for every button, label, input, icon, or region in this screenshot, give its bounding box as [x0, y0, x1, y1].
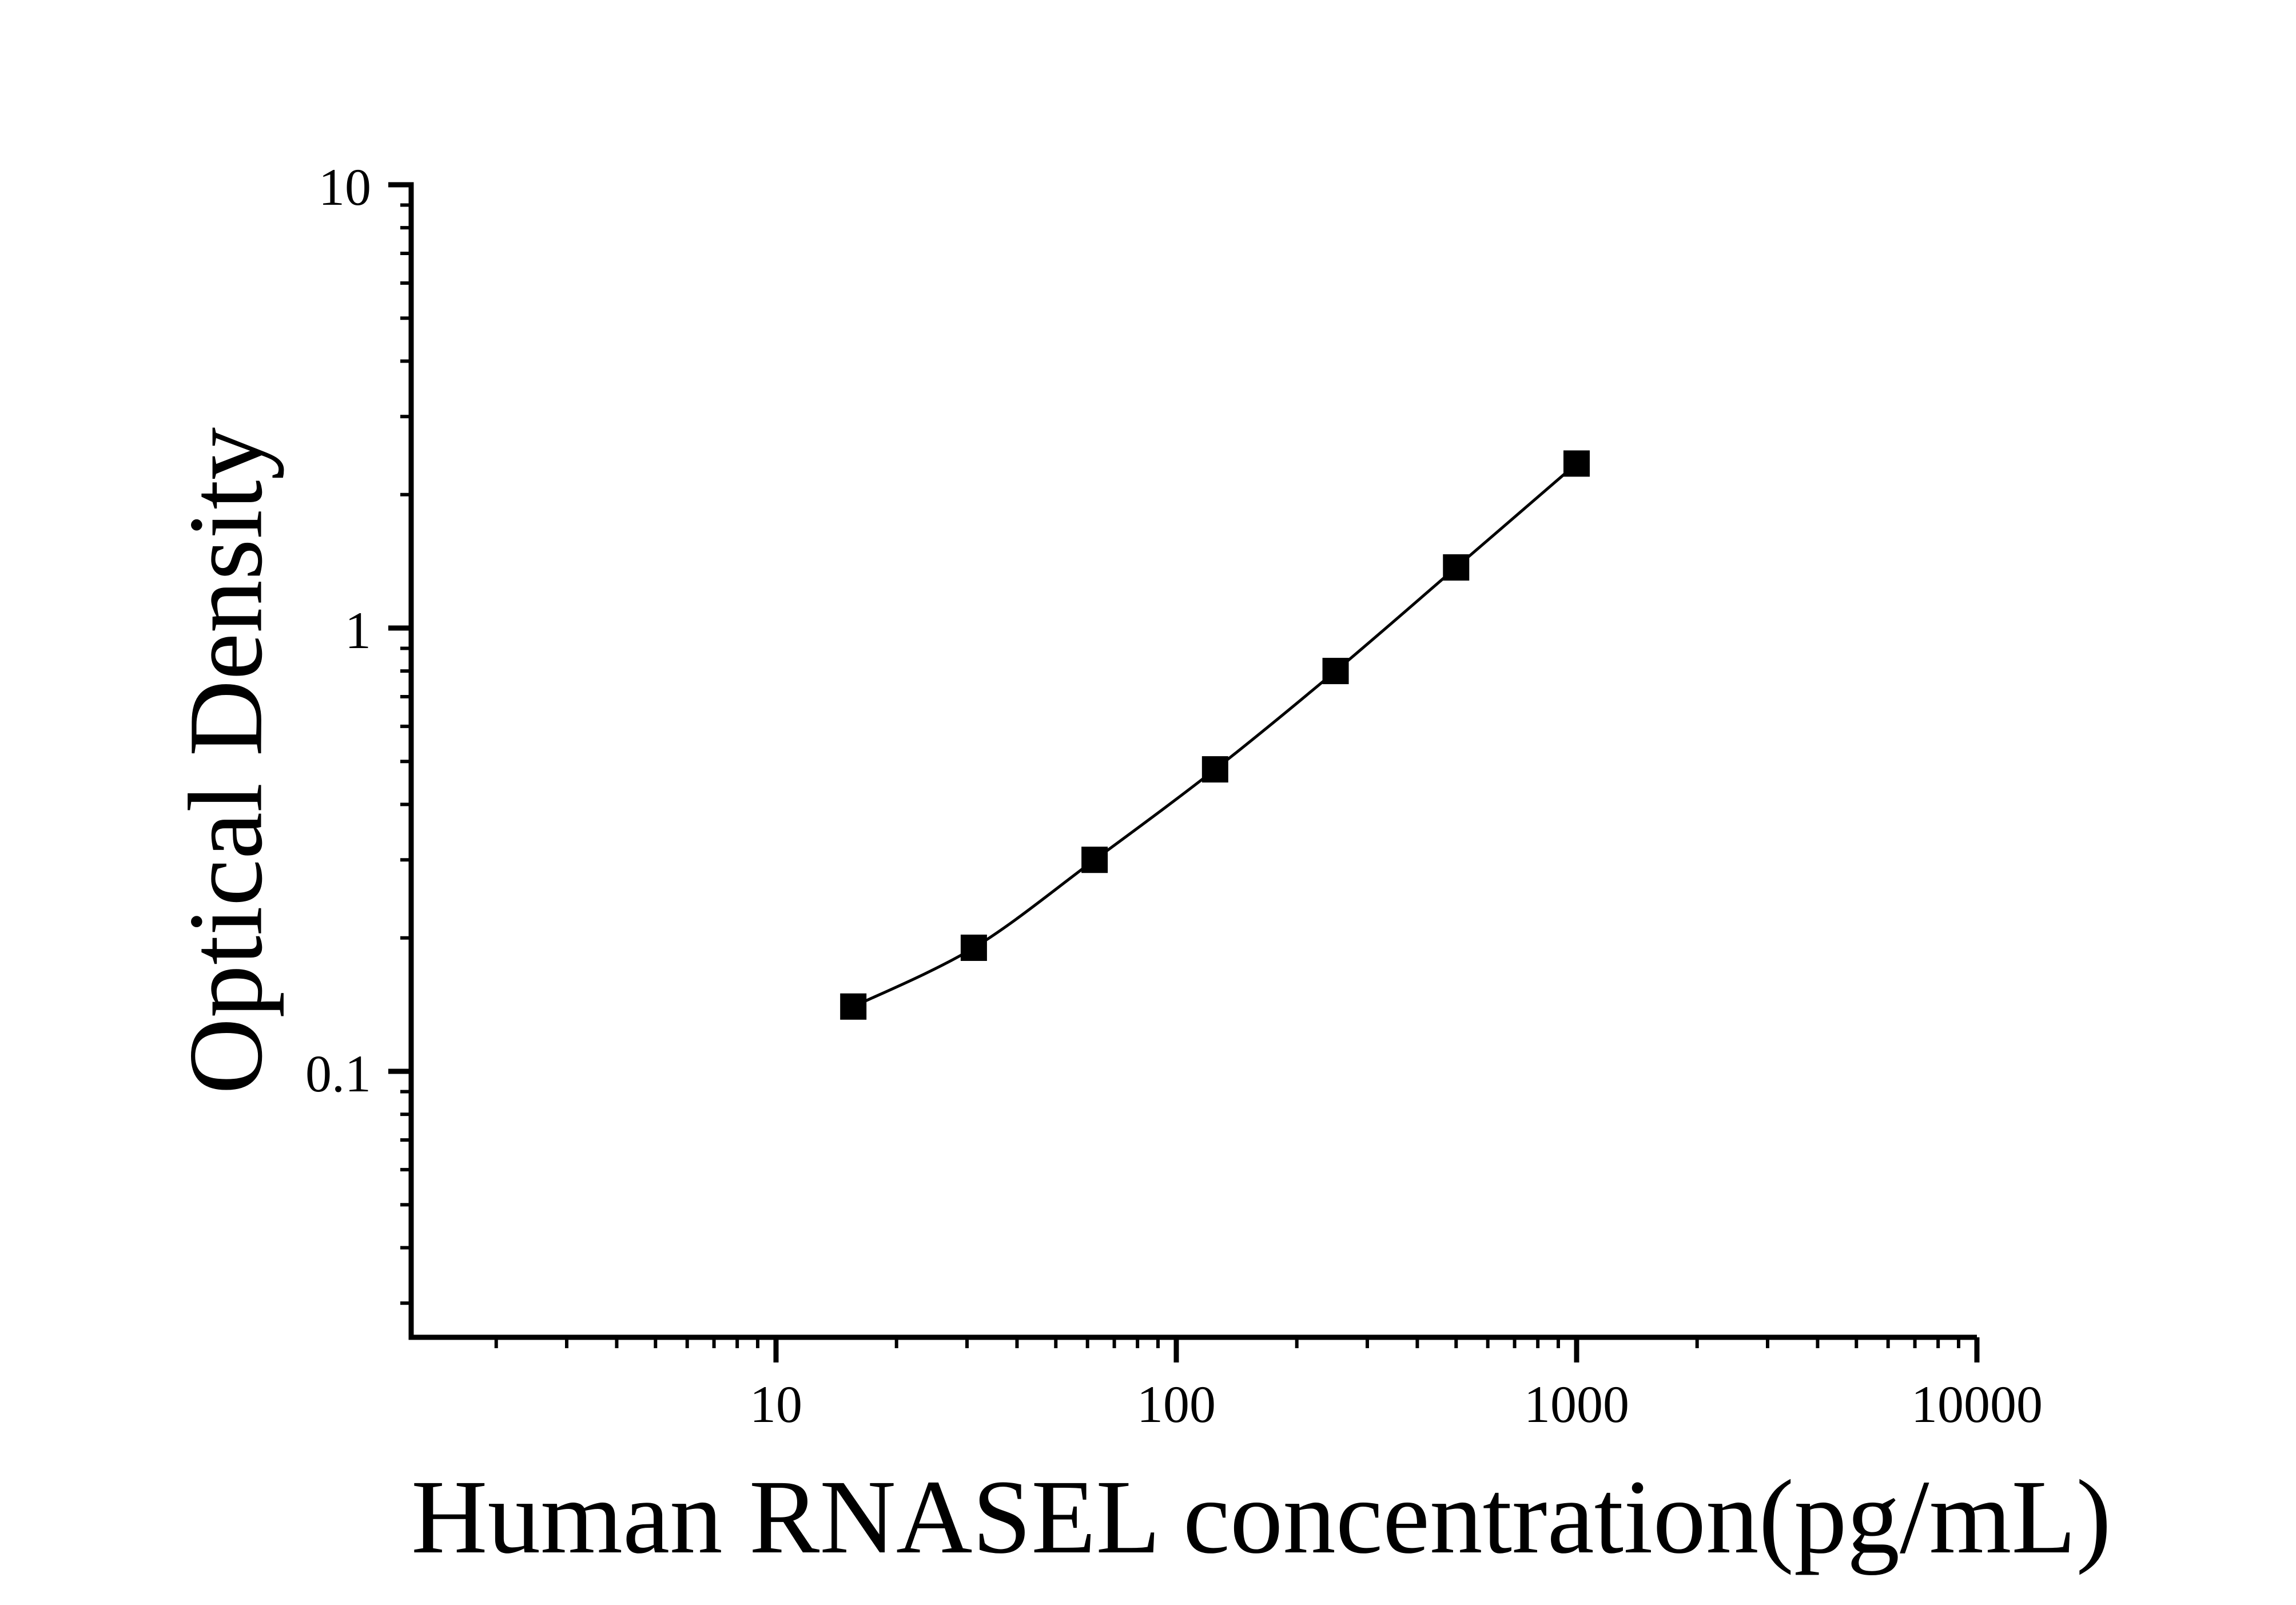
data-point-marker: [840, 993, 867, 1020]
data-point-marker: [1081, 847, 1108, 873]
data-point-marker: [1443, 554, 1470, 581]
x-tick-label: 10: [750, 1375, 802, 1433]
axis-spines: [408, 182, 1977, 1340]
y-axis-title: Optical Density: [167, 427, 285, 1095]
curve-line: [853, 462, 1578, 1008]
y-tick-label: 0.1: [305, 1044, 371, 1103]
x-tick-label: 100: [1137, 1375, 1216, 1433]
x-axis-title: Human RNASEL concentration(pg/mL): [411, 1459, 2112, 1576]
y-tick-label: 10: [319, 158, 371, 216]
x-tick-label: 10000: [1911, 1375, 2043, 1433]
data-point-marker: [960, 934, 987, 961]
data-point-marker: [1201, 756, 1228, 783]
y-tick-label: 1: [345, 601, 371, 660]
data-point-marker: [1322, 658, 1349, 685]
x-tick-label: 1000: [1524, 1375, 1629, 1433]
data-point-marker: [1563, 450, 1590, 477]
